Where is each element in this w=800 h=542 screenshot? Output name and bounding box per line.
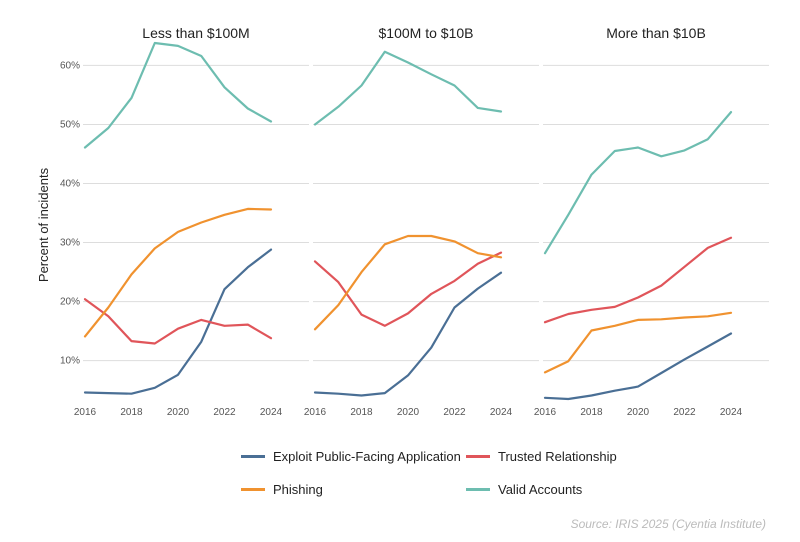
x-tick-label: 2016 bbox=[534, 407, 557, 418]
legend-swatch-valid bbox=[466, 488, 490, 491]
y-tick-label: 60% bbox=[60, 60, 80, 71]
panel-title: $100M to $10B bbox=[379, 25, 474, 41]
series-line-phishing bbox=[543, 311, 733, 374]
panel-2: $100M to $10B 2016 2018 2020 2022 2024 bbox=[304, 25, 539, 418]
legend-item-phishing: Phishing bbox=[241, 482, 323, 497]
series-line-phishing bbox=[83, 207, 273, 338]
series-line-valid bbox=[313, 50, 503, 126]
x-tick-label: 2018 bbox=[350, 407, 373, 418]
x-tick-label: 2024 bbox=[490, 407, 513, 418]
series-line-trusted bbox=[543, 236, 733, 324]
series-line-valid bbox=[83, 41, 273, 149]
x-tick-label: 2020 bbox=[167, 407, 190, 418]
panel-title: More than $10B bbox=[606, 25, 706, 41]
x-tick-label: 2024 bbox=[720, 407, 743, 418]
x-tick-label: 2020 bbox=[397, 407, 420, 418]
series-line-valid bbox=[543, 110, 733, 255]
legend-item-trusted: Trusted Relationship bbox=[466, 449, 617, 464]
series-line-exploit bbox=[83, 248, 273, 395]
legend-item-exploit: Exploit Public-Facing Application bbox=[241, 449, 461, 464]
y-tick-label: 50% bbox=[60, 119, 80, 130]
x-tick-label: 2016 bbox=[74, 407, 97, 418]
legend-item-valid: Valid Accounts bbox=[466, 482, 582, 497]
x-tick-label: 2020 bbox=[627, 407, 650, 418]
legend-swatch-exploit bbox=[241, 455, 265, 458]
legend-label-trusted: Trusted Relationship bbox=[498, 449, 617, 464]
x-tick-label: 2024 bbox=[260, 407, 283, 418]
panel-1: Less than $100M 2016 2018 2020 2022 2024 bbox=[74, 25, 309, 418]
source-note: Source: IRIS 2025 (Cyentia Institute) bbox=[570, 517, 766, 531]
y-tick-label: 40% bbox=[60, 179, 80, 190]
series-line-trusted bbox=[313, 251, 503, 327]
x-tick-label: 2018 bbox=[580, 407, 603, 418]
x-tick-label: 2022 bbox=[673, 407, 696, 418]
y-tick-label: 10% bbox=[60, 356, 80, 367]
panel-title: Less than $100M bbox=[142, 25, 249, 41]
x-tick-label: 2022 bbox=[443, 407, 466, 418]
series-line-phishing bbox=[313, 234, 503, 331]
x-tick-label: 2018 bbox=[120, 407, 143, 418]
legend-label-exploit: Exploit Public-Facing Application bbox=[273, 449, 461, 464]
series-line-trusted bbox=[83, 298, 273, 345]
y-axis-label: Percent of incidents bbox=[36, 167, 51, 282]
legend-swatch-phishing bbox=[241, 488, 265, 491]
y-tick-label: 30% bbox=[60, 238, 80, 249]
x-tick-label: 2022 bbox=[213, 407, 236, 418]
panel-3: More than $10B 2016 2018 2020 2022 2024 bbox=[534, 25, 769, 418]
series-line-exploit bbox=[543, 332, 733, 401]
legend-swatch-trusted bbox=[466, 455, 490, 458]
y-tick-label: 20% bbox=[60, 297, 80, 308]
series-line-exploit bbox=[313, 271, 503, 397]
x-tick-label: 2016 bbox=[304, 407, 327, 418]
legend-label-valid: Valid Accounts bbox=[498, 482, 583, 497]
legend-label-phishing: Phishing bbox=[273, 482, 323, 497]
